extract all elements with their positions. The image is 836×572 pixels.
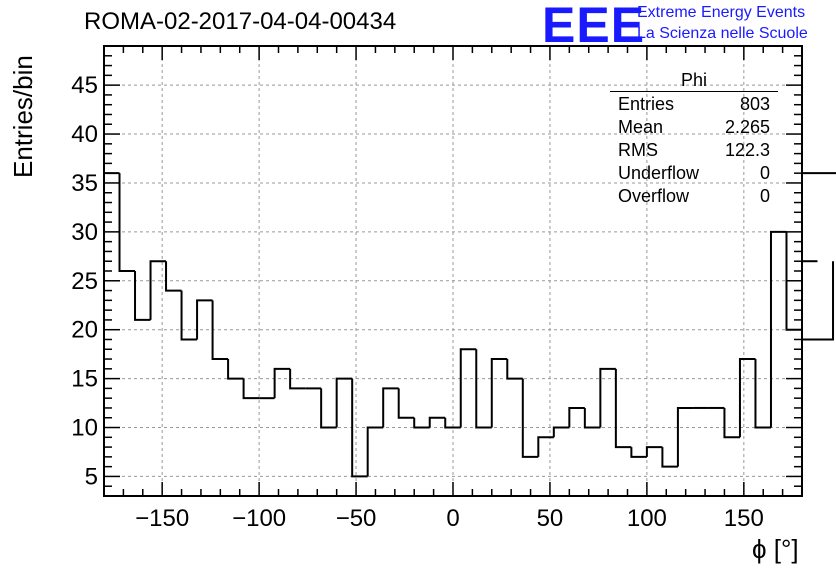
stats-value: 803 <box>739 94 770 114</box>
stats-label: Underflow <box>618 163 700 183</box>
histogram-bin <box>661 447 678 468</box>
stats-value: 0 <box>759 186 770 206</box>
histogram-bin <box>165 261 182 292</box>
histogram-bin <box>227 359 244 380</box>
histogram-bin <box>428 416 446 428</box>
histogram-bin <box>134 271 151 321</box>
y-tick-label: 35 <box>71 170 98 197</box>
histogram-bin <box>537 436 554 457</box>
x-tick-label: −150 <box>135 505 189 532</box>
brand-line-1: Extreme Energy Events <box>637 4 806 21</box>
stats-label: Entries <box>618 94 675 114</box>
stats-value: 0 <box>759 163 770 183</box>
histogram-bin <box>521 378 539 458</box>
x-tick-label: 150 <box>724 505 764 532</box>
stats-label: Mean <box>618 117 664 137</box>
y-tick-label: 15 <box>71 366 98 393</box>
stats-row: RMS 122.3 <box>610 139 778 162</box>
histogram-bars <box>103 172 836 496</box>
histogram-bin <box>366 426 384 477</box>
stats-label: RMS <box>618 140 658 160</box>
histogram-bin <box>382 387 399 428</box>
histogram-bin <box>335 377 353 428</box>
stats-row: Mean 2.265 <box>610 116 778 139</box>
histogram-bin <box>211 300 229 361</box>
x-tick-label: −50 <box>336 505 377 532</box>
histogram-bin <box>320 388 337 429</box>
y-tick-label: 30 <box>71 219 98 246</box>
histogram-bin <box>242 378 260 400</box>
histogram-bin <box>490 358 508 428</box>
brand-line-2: La Scienza nelle Scuole <box>637 25 808 42</box>
histogram-bin <box>754 359 771 429</box>
histogram-bin <box>769 230 787 428</box>
stats-value: 122.3 <box>724 140 770 160</box>
chart-title: ROMA-02-2017-04-04-00434 <box>84 8 397 35</box>
x-tick-label: 50 <box>537 505 564 532</box>
histogram-bin <box>583 407 601 429</box>
grid-lines <box>104 46 802 496</box>
y-axis-label: Entries/bin <box>8 55 38 178</box>
x-axis-label: ϕ [°] <box>752 534 799 564</box>
histogram-bin <box>614 368 632 449</box>
histogram-bin <box>180 290 198 341</box>
histogram-bin <box>413 417 430 429</box>
stats-value: 2.265 <box>724 117 770 137</box>
stats-row: Entries 803 <box>610 93 778 116</box>
histogram-bin <box>552 426 570 438</box>
axes: −150 −100 −50 0 50 100 150 5 10 15 20 25 30 35 40 45 <box>71 45 803 532</box>
x-tick-label: 100 <box>627 505 667 532</box>
y-tick-label: 10 <box>71 415 98 442</box>
histogram-bin <box>801 172 836 496</box>
histogram-bin <box>645 446 663 457</box>
x-tick-label: 0 <box>446 505 459 532</box>
y-tick-label: 5 <box>85 463 98 490</box>
stats-box: Phi Entries 803 Mean 2.265 RMS 122.3 Underf… <box>610 70 778 208</box>
histogram-bin <box>459 348 477 428</box>
histogram-bin <box>723 407 740 439</box>
histogram-bin <box>351 378 368 478</box>
histogram-bin <box>676 406 694 467</box>
histogram-bin <box>444 417 461 429</box>
stats-row: Overflow 0 <box>610 185 778 208</box>
x-tick-label: −100 <box>232 505 286 532</box>
histogram-bin <box>196 299 213 340</box>
eee-logo: EEE <box>542 0 646 53</box>
y-tick-label: 45 <box>71 72 98 99</box>
y-tick-label: 20 <box>71 317 98 344</box>
histogram-bin <box>273 367 291 399</box>
stats-box-title: Phi <box>610 70 778 92</box>
histogram-bin <box>599 367 616 428</box>
histogram-bin <box>738 358 756 438</box>
y-tick-label: 40 <box>71 121 98 148</box>
y-tick-label: 25 <box>71 268 98 295</box>
histogram-bin <box>397 388 415 419</box>
histogram-bin <box>289 368 306 390</box>
histogram-bin <box>118 173 136 272</box>
histogram-bin <box>802 261 835 341</box>
histogram-bin <box>149 260 167 320</box>
histogram-bin <box>630 447 647 458</box>
stats-label: Overflow <box>618 186 690 206</box>
histogram-bin <box>475 349 492 429</box>
histogram-bin <box>568 406 585 428</box>
stats-row: Underflow 0 <box>610 162 778 185</box>
histogram-bin <box>506 359 523 380</box>
